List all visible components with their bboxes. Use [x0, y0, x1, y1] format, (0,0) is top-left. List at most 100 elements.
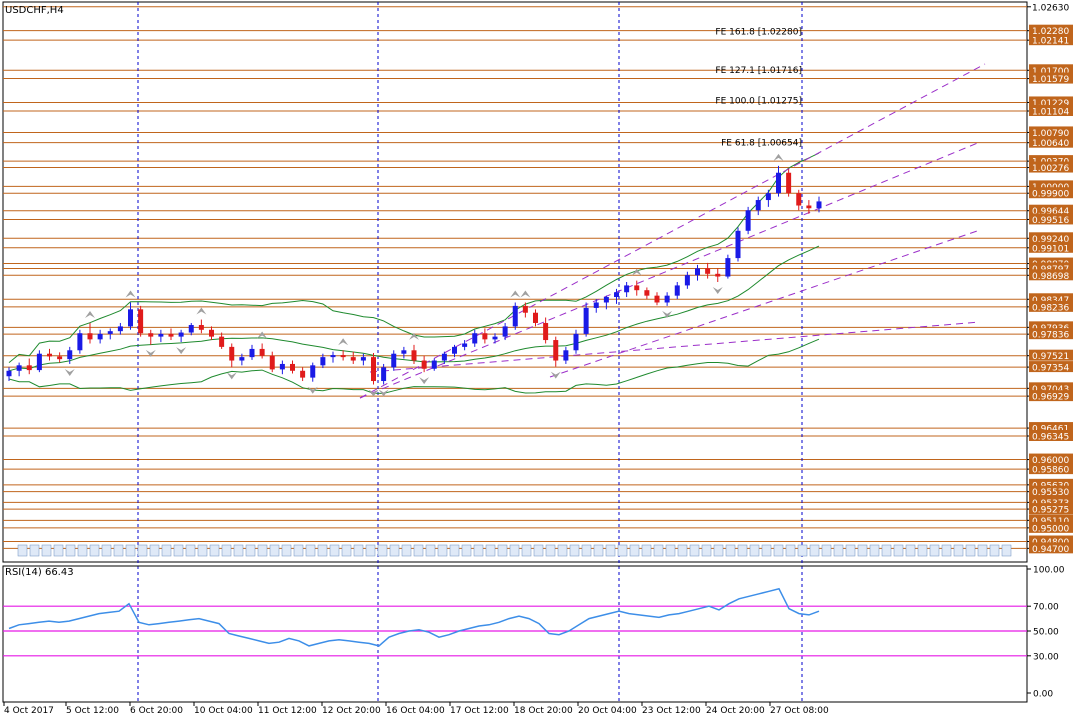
fractal-down-icon	[368, 389, 379, 397]
time-marker-box	[101, 544, 112, 557]
price-axis-tick: 0.95275	[1027, 503, 1073, 516]
time-axis-label: 18 Oct 20:00	[514, 706, 573, 716]
time-marker-box	[869, 544, 880, 557]
price-label-box	[1029, 293, 1073, 305]
candle-body	[695, 268, 700, 276]
candle-body	[128, 309, 133, 327]
price-axis-tick: 1.02141	[1027, 34, 1073, 47]
candle-body	[796, 193, 802, 206]
time-marker-box	[209, 544, 220, 557]
candle-body	[138, 309, 144, 334]
candle	[745, 206, 751, 235]
price-axis-label: 0.98347	[1032, 296, 1069, 306]
time-marker-box	[317, 544, 328, 557]
price-label-box	[1029, 161, 1073, 173]
price-axis-label: 1.02630	[1032, 3, 1069, 13]
candle	[107, 328, 113, 340]
candle	[209, 326, 214, 341]
time-marker-box	[113, 544, 124, 557]
time-marker-box	[953, 544, 964, 557]
price-axis-label: 0.99516	[1032, 216, 1069, 226]
candle	[573, 329, 579, 354]
candle	[553, 336, 559, 367]
price-axis-tick: 0.96345	[1027, 430, 1073, 443]
price-axis-tick: 0.98347	[1027, 293, 1073, 306]
candle	[452, 344, 457, 358]
candle	[340, 350, 346, 361]
candle	[796, 189, 802, 211]
price-axis-tick: 0.97043	[1027, 382, 1073, 395]
candle-body	[47, 353, 52, 357]
time-axis-label: 4 Oct 2017	[4, 706, 54, 716]
candle	[533, 309, 538, 327]
price-label-box	[1029, 422, 1073, 434]
price-axis-tick: 0.96461	[1027, 422, 1073, 435]
time-marker-box	[65, 544, 76, 557]
candle	[117, 322, 123, 335]
candle	[229, 343, 235, 368]
price-label-box	[1029, 72, 1073, 84]
candle	[87, 322, 93, 344]
price-axis-tick: 0.95000	[1027, 521, 1073, 534]
candle	[6, 367, 12, 382]
candle-body	[411, 350, 417, 361]
price-label-box	[1029, 104, 1073, 116]
time-marker-box	[725, 544, 736, 557]
time-marker-box	[461, 544, 472, 557]
time-marker-box	[893, 544, 904, 557]
main-panel-frame	[2, 1, 1028, 563]
candle-body	[684, 275, 690, 286]
price-label-box	[1029, 542, 1073, 554]
channel-line	[359, 63, 986, 399]
time-marker-box	[29, 544, 40, 557]
candle-body	[452, 346, 457, 354]
candle-body	[107, 331, 113, 334]
candle	[401, 346, 407, 359]
time-marker-box	[761, 544, 772, 557]
candle-body	[320, 357, 326, 366]
price-label-box	[1029, 269, 1073, 281]
candle-body	[462, 343, 468, 347]
fib-level-label: FE 100.0 [1.01275]	[715, 96, 802, 106]
time-marker-box	[197, 544, 208, 557]
price-label-box	[1029, 382, 1073, 394]
candle-body	[391, 353, 397, 368]
channel-line	[359, 141, 981, 399]
candle	[563, 346, 569, 364]
time-axis-label: 12 Oct 20:00	[322, 706, 381, 716]
candle-body	[350, 357, 356, 361]
candle	[765, 189, 771, 207]
fractal-down-icon	[378, 389, 389, 397]
candle	[26, 358, 32, 375]
time-marker-box	[365, 544, 376, 557]
time-axis-label: 23 Oct 12:00	[642, 706, 701, 716]
candle	[472, 329, 478, 347]
candle-body	[6, 370, 12, 377]
candle	[705, 262, 711, 279]
time-marker-box	[77, 544, 88, 557]
fractal-up-icon	[773, 153, 784, 161]
time-marker-box	[629, 544, 640, 557]
price-axis-label: 1.01700	[1032, 67, 1069, 77]
candle	[755, 196, 761, 216]
candle	[431, 358, 437, 371]
candle-body	[330, 355, 336, 358]
time-marker-box	[257, 544, 268, 557]
time-marker-box	[161, 544, 172, 557]
price-label-box	[1029, 390, 1073, 402]
fractal-down-icon	[550, 371, 561, 379]
time-marker-box	[749, 544, 760, 557]
time-marker-box	[329, 544, 340, 557]
candle-body	[441, 353, 447, 361]
time-marker-box	[605, 544, 616, 557]
time-marker-box	[569, 544, 580, 557]
price-axis-label: 0.97043	[1032, 385, 1069, 395]
candle-body	[300, 370, 306, 378]
time-marker-box	[353, 544, 364, 557]
fractal-down-icon	[662, 310, 673, 318]
price-axis-tick: 1.01229	[1027, 96, 1073, 109]
candle	[178, 329, 184, 343]
candle	[806, 200, 812, 214]
time-marker-box	[509, 544, 520, 557]
